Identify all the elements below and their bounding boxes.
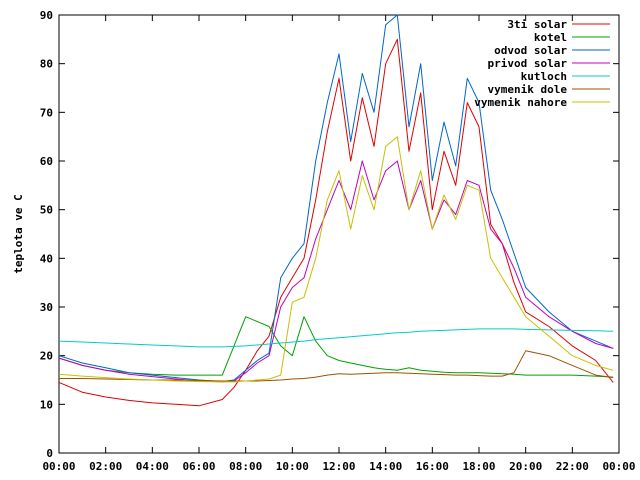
x-tick-label: 14:00 xyxy=(369,460,402,473)
x-tick-label: 00:00 xyxy=(42,460,75,473)
series-line-kotel xyxy=(58,316,614,378)
y-tick-label: 90 xyxy=(40,9,53,22)
y-tick-label: 80 xyxy=(40,58,53,71)
legend-label-odvod-solar: odvod solar xyxy=(494,44,567,57)
legend-label-kotel: kotel xyxy=(534,31,567,44)
y-tick-label: 60 xyxy=(40,155,53,168)
y-tick-label: 30 xyxy=(40,301,53,314)
x-tick-label: 10:00 xyxy=(276,460,309,473)
y-tick-label: 10 xyxy=(40,398,53,411)
y-tick-label: 0 xyxy=(46,447,53,460)
x-tick-label: 18:00 xyxy=(462,460,495,473)
y-tick-label: 20 xyxy=(40,350,53,363)
x-tick-label: 20:00 xyxy=(509,460,542,473)
x-tick-label: 08:00 xyxy=(229,460,262,473)
legend-label-kutloch: kutloch xyxy=(521,70,567,83)
x-tick-label: 06:00 xyxy=(182,460,215,473)
y-axis-title: teplota ve C xyxy=(12,194,25,273)
y-tick-label: 70 xyxy=(40,106,53,119)
x-tick-label: 22:00 xyxy=(556,460,589,473)
series-line-privod-solar xyxy=(58,160,614,383)
legend-label-vymenik-nahore: vymenik nahore xyxy=(474,96,567,109)
x-tick-label: 02:00 xyxy=(89,460,122,473)
x-tick-label: 12:00 xyxy=(322,460,355,473)
x-tick-label: 16:00 xyxy=(416,460,449,473)
x-tick-label: 04:00 xyxy=(136,460,169,473)
x-tick-label: 00:00 xyxy=(602,460,635,473)
series-line-vymenik-nahore xyxy=(58,136,614,383)
y-tick-label: 50 xyxy=(40,204,53,217)
y-tick-label: 40 xyxy=(40,252,53,265)
legend-label-vymenik-dole: vymenik dole xyxy=(488,83,568,96)
series-line-kutloch xyxy=(58,328,614,348)
legend-label-privod-solar: privod solar xyxy=(488,57,568,70)
legend-label-3ti-solar: 3ti solar xyxy=(507,18,567,31)
series-line-vymenik-dole xyxy=(59,350,614,382)
